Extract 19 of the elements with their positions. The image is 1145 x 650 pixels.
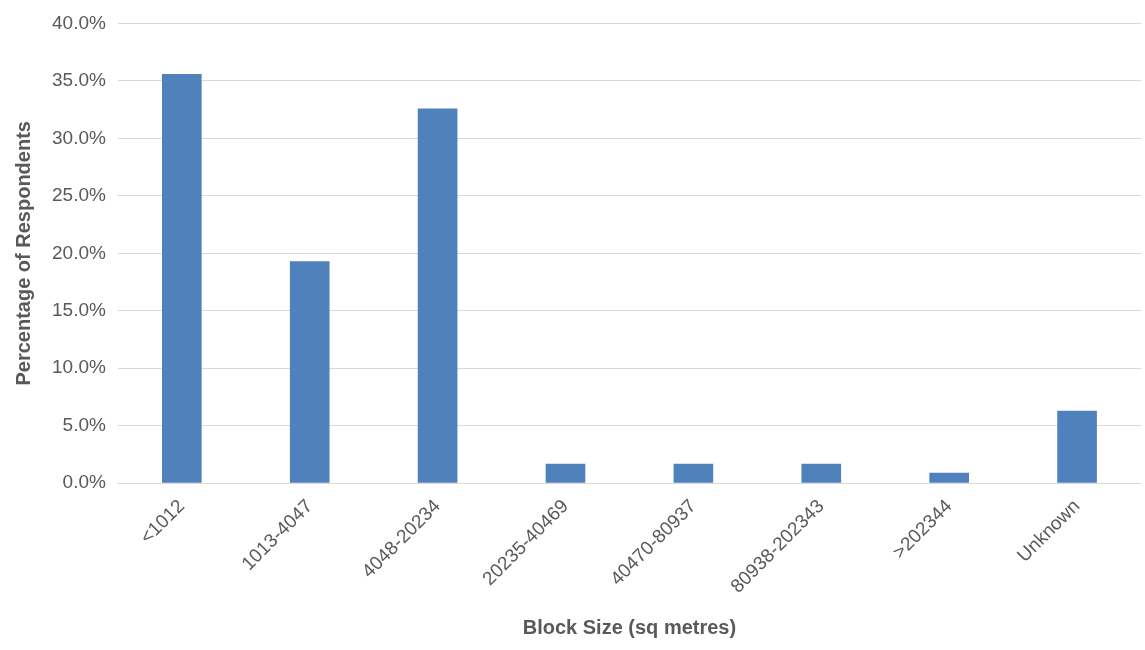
bar [801, 463, 842, 483]
bar [673, 463, 714, 483]
y-axis-title: Percentage of Respondents [11, 121, 34, 386]
y-tick-label: 35.0% [52, 69, 106, 91]
x-axis-title: Block Size (sq metres) [522, 615, 737, 638]
bar [545, 463, 586, 483]
y-tick-label: 25.0% [52, 184, 106, 206]
y-tick-label: 20.0% [52, 241, 106, 263]
bar [162, 73, 202, 483]
y-tick-label: 40.0% [52, 11, 106, 33]
bar [289, 261, 330, 483]
bar [1057, 410, 1097, 483]
y-tick-label: 10.0% [52, 356, 106, 378]
y-tick-label: 0.0% [62, 471, 106, 493]
bar [417, 108, 458, 483]
bar [929, 472, 969, 483]
y-tick-label: 15.0% [52, 299, 106, 321]
y-tick-label: 30.0% [52, 126, 106, 148]
y-tick-label: 5.0% [62, 413, 106, 435]
